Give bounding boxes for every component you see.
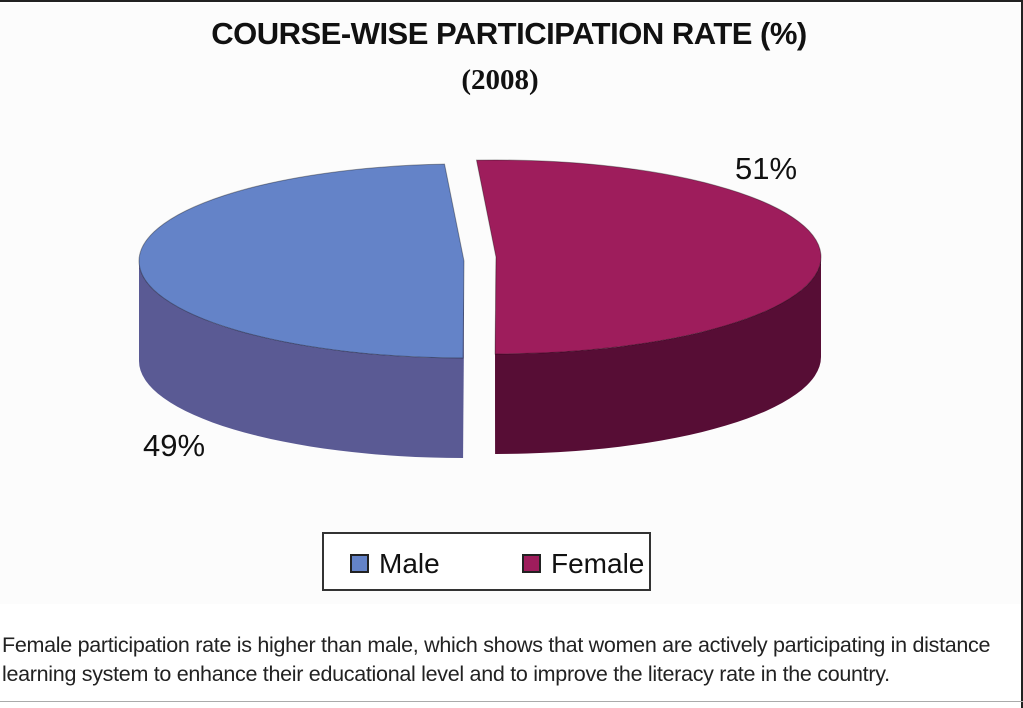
- female-percent-label: 51%: [735, 151, 798, 186]
- pie-slice-female: [475, 159, 822, 355]
- legend-swatch-female: [522, 554, 541, 573]
- legend: Male Female: [322, 532, 651, 591]
- bottom-divider: [0, 701, 1023, 702]
- chart-title: COURSE-WISE PARTICIPATION RATE (%): [211, 16, 807, 51]
- pie-side-female: [495, 257, 821, 454]
- male-percent-label: 49%: [143, 428, 206, 463]
- pie-cut-male: [463, 261, 464, 458]
- pie-side-male: [139, 261, 464, 458]
- legend-label-female: Female: [551, 548, 645, 579]
- caption-text: Female participation rate is higher than…: [2, 633, 991, 686]
- legend-swatch-male: [350, 554, 369, 573]
- legend-label-male: Male: [379, 548, 440, 579]
- pie-chart: [138, 159, 822, 458]
- pie-slice-male: [138, 163, 465, 359]
- chart-subtitle: (2008): [461, 64, 539, 96]
- chart-panel: COURSE-WISE PARTICIPATION RATE (%) (2008…: [0, 4, 1021, 604]
